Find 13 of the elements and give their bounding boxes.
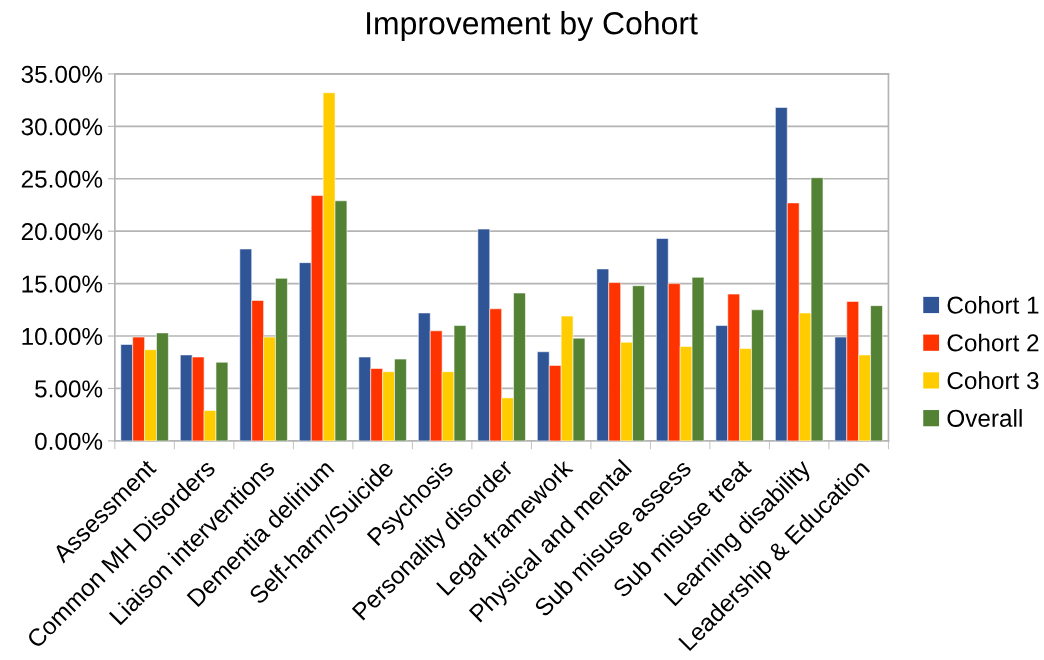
legend-label: Overall	[947, 409, 1022, 427]
legend-label: Cohort 3	[947, 371, 1039, 390]
y-tick-label: 25.00%	[21, 170, 103, 188]
y-tick-label: 20.00%	[21, 223, 103, 241]
y-tick-label: 30.00%	[21, 118, 103, 136]
y-tick-label: 10.00%	[22, 327, 103, 346]
y-tick-label: 35.00%	[21, 65, 103, 83]
legend-label: Cohort 2	[947, 333, 1039, 352]
y-tick-label: 0.00%	[35, 432, 103, 450]
y-tick-label: 15.00%	[22, 275, 103, 293]
chart-title: Improvement by Cohort	[367, 11, 698, 41]
y-tick-label: 5.00%	[35, 380, 103, 398]
legend-label: Cohort 1	[947, 295, 1039, 314]
